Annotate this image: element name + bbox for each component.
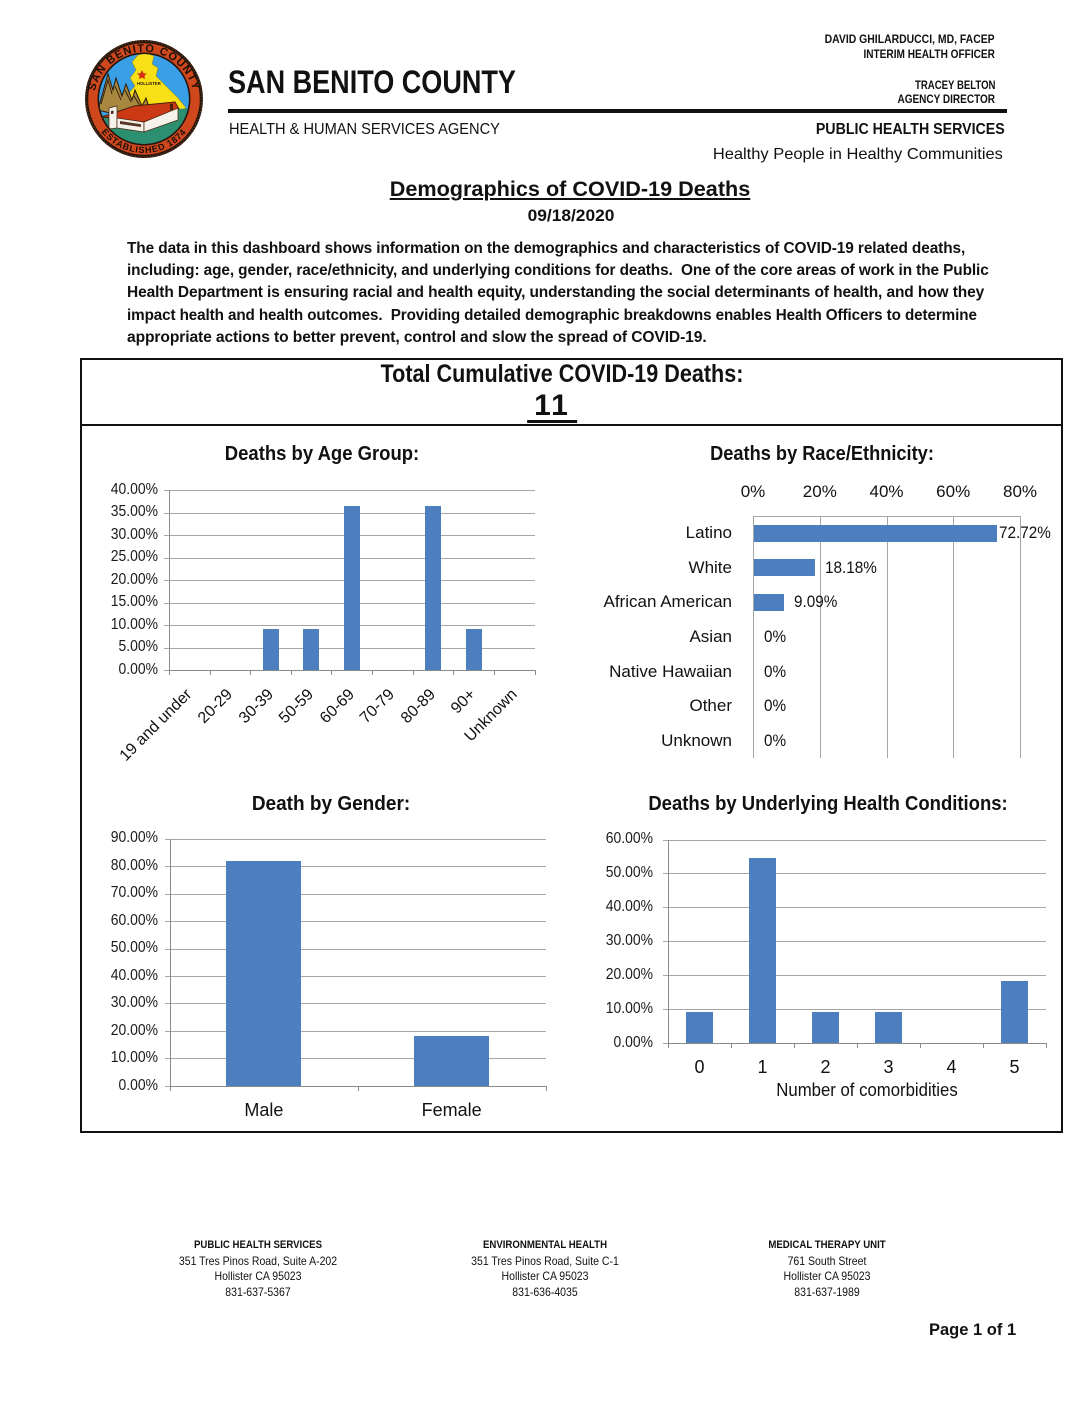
- svg-text:HOLLISTER: HOLLISTER: [137, 81, 161, 86]
